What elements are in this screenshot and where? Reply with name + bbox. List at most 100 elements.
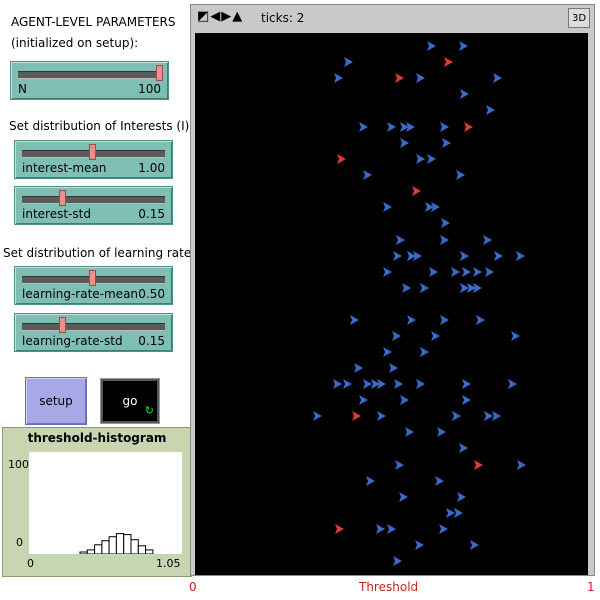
slider-knob[interactable] — [89, 144, 96, 160]
turtle-blue — [383, 202, 392, 212]
slider-knob[interactable] — [156, 65, 163, 81]
view-toolbar: ◩◀▶▲ ticks: 2 3D — [191, 5, 594, 31]
slider-knob[interactable] — [59, 190, 66, 206]
turtle-blue — [459, 41, 468, 51]
histogram-bar — [115, 533, 125, 554]
turtle-blue — [427, 41, 436, 51]
slider-knob[interactable] — [59, 317, 66, 333]
turtle-blue — [393, 251, 402, 261]
turtle-blue — [333, 379, 342, 389]
threshold-axis-min: 0 — [189, 580, 197, 594]
turtle-blue — [363, 170, 372, 180]
slider-label: interest-std — [22, 207, 91, 221]
turtle-blue — [476, 315, 485, 325]
go-button[interactable]: go ↻ — [100, 378, 160, 424]
turtle-blue — [511, 331, 520, 341]
turtle-blue — [460, 89, 469, 99]
turtles-svg — [313, 41, 526, 566]
turtle-blue — [389, 363, 398, 373]
turtle-blue — [486, 105, 495, 115]
slider-label: interest-mean — [22, 161, 107, 175]
slider-n[interactable]: N 100 — [10, 61, 169, 100]
turtle-blue — [383, 347, 392, 357]
view-control-icons[interactable]: ◩◀▶▲ — [197, 9, 244, 24]
histogram-bar — [123, 534, 132, 554]
turtle-blue — [359, 122, 368, 132]
turtle-blue — [492, 411, 501, 421]
turtle-red — [464, 122, 473, 132]
turtle-blue — [508, 379, 517, 389]
world-view: ◩◀▶▲ ticks: 2 3D — [190, 4, 595, 576]
turtle-blue — [334, 73, 343, 83]
slider-knob[interactable] — [89, 270, 96, 286]
turtle-blue — [392, 331, 401, 341]
turtle-blue — [440, 235, 449, 245]
turtle-blue — [407, 251, 416, 261]
plot-x-min-label: 0 — [27, 557, 34, 570]
setup-button[interactable]: setup — [25, 377, 87, 425]
turtle-blue — [473, 283, 482, 293]
turtle-blue — [517, 460, 526, 470]
turtle-blue — [441, 218, 450, 228]
turtle-blue — [377, 411, 386, 421]
turtle-blue — [425, 202, 434, 212]
turtle-blue — [446, 508, 455, 518]
turtle-blue — [415, 540, 424, 550]
turtle-blue — [363, 379, 372, 389]
agent-params-subtitle: (initialized on setup): — [11, 36, 139, 50]
slider-learning-rate-mean[interactable]: learning-rate-mean 0.50 — [14, 266, 173, 305]
turtle-blue — [393, 556, 402, 566]
turtle-blue — [416, 154, 425, 164]
slider-label: learning-rate-mean — [22, 287, 139, 301]
turtle-blue — [400, 122, 409, 132]
turtle-blue — [313, 411, 322, 421]
turtle-blue — [395, 460, 404, 470]
turtle-red — [352, 411, 361, 421]
turtle-blue — [405, 427, 414, 437]
turtle-blue — [435, 476, 444, 486]
turtle-blue — [400, 395, 409, 405]
turtle-blue — [454, 508, 463, 518]
slider-interest-mean[interactable]: interest-mean 1.00 — [14, 140, 173, 179]
turtle-blue — [396, 235, 405, 245]
plot-y-max-label: 100 — [8, 458, 29, 471]
turtle-blue — [457, 492, 466, 502]
turtle-blue — [431, 202, 440, 212]
plot-title: threshold-histogram — [27, 431, 167, 445]
turtle-blue — [427, 154, 436, 164]
turtle-blue — [407, 315, 416, 325]
turtle-blue — [366, 476, 375, 486]
slider-value: 0.50 — [138, 287, 165, 301]
turtle-blue — [485, 267, 494, 277]
threshold-axis-max: 1 — [587, 580, 595, 594]
turtle-blue — [402, 283, 411, 293]
slider-value: 0.15 — [138, 207, 165, 221]
turtle-blue — [462, 379, 471, 389]
plot-x-max-label: 1.05 — [156, 557, 181, 570]
turtle-blue — [431, 331, 440, 341]
turtle-blue — [350, 315, 359, 325]
slider-value: 100 — [138, 82, 161, 96]
turtle-blue — [462, 267, 471, 277]
go-button-label: go — [122, 394, 138, 408]
histogram-bar — [145, 549, 154, 554]
slider-track — [22, 196, 165, 204]
turtle-blue — [439, 524, 448, 534]
histogram-bar — [130, 539, 139, 554]
turtle-blue — [470, 540, 479, 550]
forever-arrows-icon: ↻ — [144, 404, 154, 417]
setup-button-label: setup — [39, 394, 73, 408]
turtle-blue — [400, 138, 409, 148]
turtle-blue — [437, 427, 446, 437]
3d-button[interactable]: 3D — [568, 8, 590, 28]
turtle-blue — [420, 283, 429, 293]
turtle-blue — [456, 170, 465, 180]
turtle-blue — [516, 251, 525, 261]
slider-learning-rate-std[interactable]: learning-rate-std 0.15 — [14, 313, 173, 352]
slider-interest-std[interactable]: interest-std 0.15 — [14, 186, 173, 225]
histogram-bar — [101, 540, 110, 554]
turtle-blue — [413, 251, 422, 261]
slider-track — [22, 323, 165, 331]
turtle-red — [474, 460, 483, 470]
slider-value: 0.15 — [138, 334, 165, 348]
